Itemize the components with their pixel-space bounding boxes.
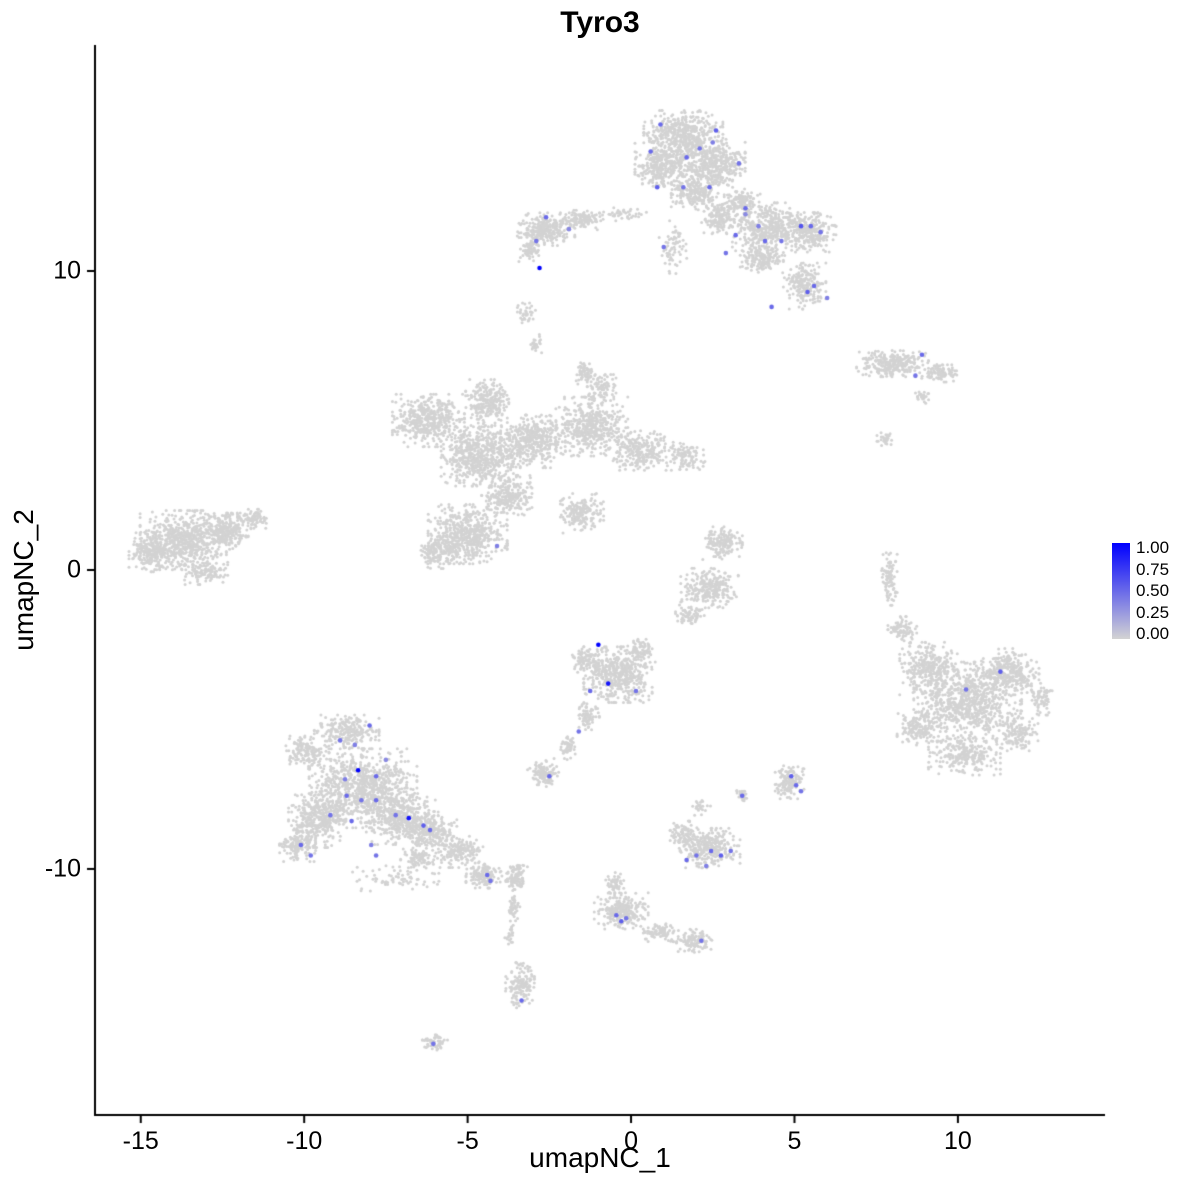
x-tick-label: 0 [624,1127,638,1155]
x-axis-label: umapNC_1 [529,1142,671,1173]
y-tick-label: 10 [53,256,81,285]
y-tick-label: -10 [44,854,81,883]
legend-tick-label: 0.75 [1136,559,1170,579]
legend-tick-label: 1.00 [1136,538,1170,557]
x-tick-label: -10 [286,1127,323,1155]
x-tick-label: -5 [456,1127,479,1155]
legend-labels: 1.00 0.75 0.50 0.25 0.00 [1136,538,1196,643]
legend-gradient-bar [1112,543,1130,639]
legend-tick-label: 0.25 [1136,602,1170,622]
legend: 1.00 0.75 0.50 0.25 0.00 [1112,538,1198,643]
x-tick-label: -15 [122,1127,159,1155]
legend-tick-label: 0.00 [1136,624,1170,643]
legend-tick-label: 0.50 [1136,581,1170,600]
y-tick-label: 0 [67,555,81,584]
x-tick-label: 5 [787,1127,802,1155]
y-axis-label: umapNC_2 [8,509,39,651]
x-tick-label: 10 [944,1127,972,1155]
plot-title: Tyro3 [560,6,640,39]
